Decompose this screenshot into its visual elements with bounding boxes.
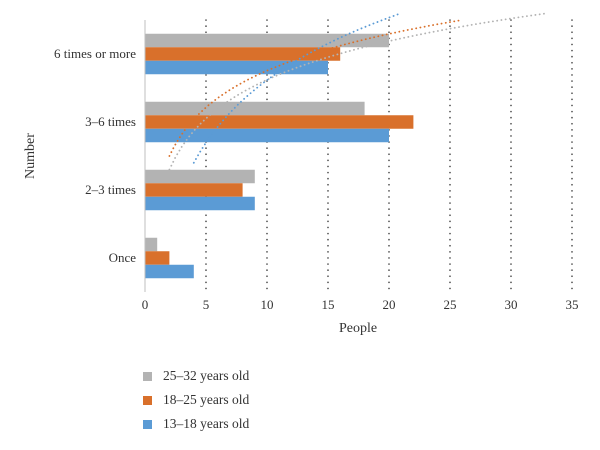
legend-label-13-18: 13–18 years old — [163, 416, 250, 431]
x-tick-20: 20 — [383, 297, 396, 312]
legend-label-25-32: 25–32 years old — [163, 368, 250, 383]
bar-once-13-18-years-old — [145, 264, 194, 279]
x-tick-15: 15 — [322, 297, 335, 312]
x-tick-10: 10 — [261, 297, 274, 312]
bar-2-3-times-13-18-years-old — [145, 196, 255, 211]
bar-2-3-times-25-32-years-old — [145, 169, 255, 184]
trendline-13-18-years-old — [192, 12, 403, 164]
bars — [145, 33, 414, 279]
bar-once-25-32-years-old — [145, 237, 158, 252]
x-tick-5: 5 — [203, 297, 210, 312]
legend-swatch-13-18 — [143, 419, 152, 429]
x-tick-25: 25 — [444, 297, 457, 312]
legend-item-25-32: 25–32 years old — [143, 365, 249, 387]
bar-3-6-times-25-32-years-old — [145, 101, 365, 116]
bar-6-times-or-more-13-18-years-old — [145, 60, 328, 75]
trendlines — [168, 12, 549, 171]
x-tick-labels: 0 5 10 15 20 25 30 35 — [142, 297, 579, 312]
legend-item-13-18: 13–18 years old — [143, 413, 249, 435]
legend: 25–32 years old 18–25 years old 13–18 ye… — [143, 365, 249, 437]
trendline-25-32-years-old — [168, 12, 549, 171]
y-tick-2-3-times: 2–3 times — [85, 182, 136, 197]
legend-label-18-25: 18–25 years old — [163, 392, 250, 407]
y-tick-once: Once — [109, 250, 137, 265]
x-tick-35: 35 — [566, 297, 579, 312]
legend-item-18-25: 18–25 years old — [143, 389, 249, 411]
x-axis-title: People — [339, 321, 377, 336]
y-tick-3-6-times: 3–6 times — [85, 114, 136, 129]
y-tick-labels: Once 2–3 times 3–6 times 6 times or more — [54, 46, 136, 265]
x-tick-30: 30 — [505, 297, 518, 312]
bar-6-times-or-more-18-25-years-old — [145, 47, 341, 61]
legend-swatch-18-25 — [143, 395, 152, 405]
y-tick-6-times-or-more: 6 times or more — [54, 46, 136, 61]
bar-6-times-or-more-25-32-years-old — [145, 33, 389, 48]
y-axis-title: Number — [23, 133, 38, 179]
trendline-18-25-years-old — [168, 19, 464, 157]
x-tick-0: 0 — [142, 297, 149, 312]
bar-3-6-times-18-25-years-old — [145, 115, 414, 129]
bar-3-6-times-13-18-years-old — [145, 128, 389, 143]
bar-once-18-25-years-old — [145, 251, 170, 265]
legend-swatch-25-32 — [143, 371, 152, 381]
bar-2-3-times-18-25-years-old — [145, 183, 243, 197]
